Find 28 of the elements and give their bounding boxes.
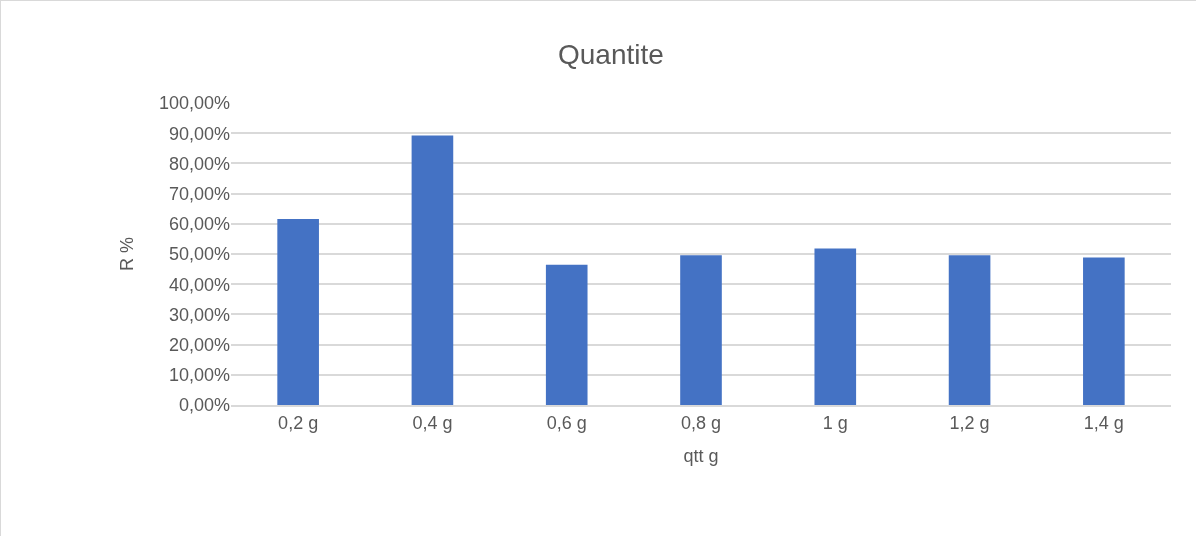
bar <box>680 255 722 405</box>
y-tick-label: 10,00% <box>168 365 230 386</box>
bar <box>411 135 454 405</box>
x-tick-label: 1,2 g <box>949 412 990 433</box>
y-tick-label: 20,00% <box>168 334 230 355</box>
x-tick-label: 0,8 g <box>680 412 722 433</box>
y-tick-label: 100,00% <box>158 93 230 114</box>
y-axis-title: R % <box>117 236 138 272</box>
bar <box>948 255 991 405</box>
bar <box>814 248 857 405</box>
y-tick-label: 80,00% <box>168 153 230 174</box>
y-tick-label: 90,00% <box>168 123 230 144</box>
x-tick-label: 1 g <box>822 412 848 433</box>
x-tick-label: 1,4 g <box>1083 412 1124 433</box>
x-tick-label: 0,2 g <box>278 412 319 433</box>
y-tick-label: 50,00% <box>168 244 230 265</box>
bar <box>545 264 588 405</box>
y-tick-label: 40,00% <box>168 274 230 295</box>
y-tick-label: 30,00% <box>168 304 230 325</box>
chart-title: Quantite <box>558 39 664 71</box>
x-tick-label: 0,6 g <box>546 412 587 433</box>
x-axis-title: qtt g <box>683 446 719 467</box>
y-tick-label: 60,00% <box>168 214 230 235</box>
x-tick-label: 0,4 g <box>412 412 453 433</box>
y-tick-label: 0,00% <box>178 395 230 416</box>
bar <box>277 218 319 405</box>
y-tick-label: 70,00% <box>168 183 230 204</box>
bar <box>1083 257 1125 405</box>
